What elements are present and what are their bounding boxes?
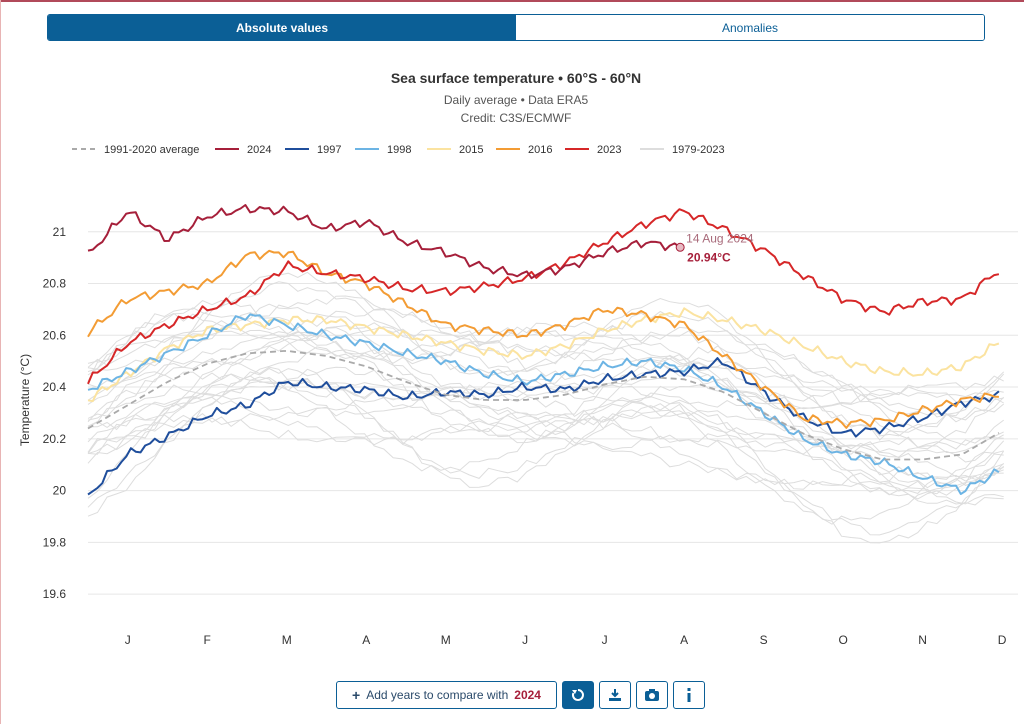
x-tick-label: F <box>204 633 211 647</box>
y-tick-label: 20.4 <box>43 380 67 394</box>
chart-container: Sea surface temperature • 60°S - 60°N Da… <box>0 60 1024 670</box>
x-tick-label: S <box>760 633 768 647</box>
background-year-line <box>87 295 1004 423</box>
background-year-line <box>87 307 1004 446</box>
series-line-1998[interactable] <box>87 313 1000 495</box>
series-line-2015[interactable] <box>87 307 1000 403</box>
x-tick-label: N <box>918 633 927 647</box>
y-axis-label: Temperature (°C) <box>18 354 32 446</box>
chart-legend: 1991-2020 average 2024 1997 1998 2015 2016 202… <box>72 144 725 156</box>
info-button[interactable] <box>673 681 705 709</box>
tooltip-value: 20.94°C <box>687 250 731 264</box>
chart-credit: Credit: C3S/ECMWF <box>461 111 572 125</box>
background-year-line <box>87 371 1004 463</box>
background-year-line <box>87 327 1005 500</box>
y-tick-label: 19.8 <box>43 535 67 549</box>
chart-svg: Sea surface temperature • 60°S - 60°N Da… <box>18 70 1018 647</box>
background-year-line <box>87 395 1004 490</box>
x-tick-label: J <box>602 633 608 647</box>
legend-label[interactable]: 2016 <box>528 144 552 156</box>
y-tick-label: 20.2 <box>43 432 67 446</box>
series-line-2023[interactable] <box>87 208 1000 385</box>
add-years-year: 2024 <box>514 688 541 702</box>
plus-icon: + <box>352 687 361 703</box>
top-border <box>0 0 1024 2</box>
info-icon <box>687 688 691 702</box>
background-year-line <box>87 326 1005 421</box>
x-tick-label: A <box>362 633 370 647</box>
y-tick-label: 21 <box>53 225 67 239</box>
legend-label[interactable]: 2023 <box>597 144 621 156</box>
tooltip-date: 14 Aug 2024 <box>686 231 754 245</box>
x-tick-label: M <box>441 633 451 647</box>
background-year-line <box>87 367 1005 544</box>
background-year-line <box>87 322 1004 454</box>
background-year-line <box>87 299 1004 410</box>
camera-icon <box>645 689 659 701</box>
x-tick-label: O <box>838 633 847 647</box>
legend-label[interactable]: 1997 <box>317 144 341 156</box>
download-button[interactable] <box>599 681 631 709</box>
tab-anomalies[interactable]: Anomalies <box>516 15 984 40</box>
background-year-line <box>87 412 1004 505</box>
x-tick-label: M <box>282 633 292 647</box>
chart-subtitle: Daily average • Data ERA5 <box>444 93 589 107</box>
left-border <box>0 0 1 724</box>
background-year-line <box>87 337 1004 496</box>
x-tick-label: D <box>998 633 1007 647</box>
tooltip-dot <box>675 242 685 252</box>
add-years-label: Add years to compare with <box>366 688 509 702</box>
view-tabs: Absolute values Anomalies <box>47 14 985 41</box>
background-year-line <box>87 271 1005 441</box>
x-tick-label: A <box>680 633 688 647</box>
background-year-line <box>87 349 1005 489</box>
series-line-1991-2020-average[interactable] <box>87 350 1000 461</box>
download-icon <box>609 689 621 701</box>
y-tick-label: 20.8 <box>43 277 67 291</box>
tab-absolute-values[interactable]: Absolute values <box>48 15 516 40</box>
background-year-line <box>87 376 1004 536</box>
reset-icon <box>571 689 584 701</box>
legend-label[interactable]: 2015 <box>459 144 483 156</box>
background-year-line <box>87 384 1004 480</box>
chart-title: Sea surface temperature • 60°S - 60°N <box>391 70 641 86</box>
reset-button[interactable] <box>562 681 594 709</box>
legend-label[interactable]: 1991-2020 average <box>104 144 199 156</box>
legend-label[interactable]: 1979-2023 <box>672 144 725 156</box>
y-axis-ticks: 19.6 19.8 20 20.2 20.4 20.6 20.8 21 <box>43 225 67 601</box>
y-tick-label: 20.6 <box>43 328 67 342</box>
legend-label[interactable]: 1998 <box>387 144 411 156</box>
background-year-line <box>87 378 1004 486</box>
x-tick-label: J <box>125 633 131 647</box>
screenshot-button[interactable] <box>636 681 668 709</box>
series-line-1997[interactable] <box>87 357 1000 496</box>
hover-tooltip: 14 Aug 2024 20.94°C <box>675 231 754 264</box>
series-line-2016[interactable] <box>87 249 999 429</box>
legend-label[interactable]: 2024 <box>247 144 271 156</box>
series-line-2024[interactable] <box>87 204 680 280</box>
x-tick-label: J <box>522 633 528 647</box>
add-years-button[interactable]: + Add years to compare with 2024 <box>336 681 557 709</box>
series-lines <box>87 204 1000 496</box>
y-tick-label: 20 <box>53 484 67 498</box>
y-tick-label: 19.6 <box>43 587 67 601</box>
chart-toolbar: + Add years to compare with 2024 <box>336 681 705 709</box>
background-years <box>87 271 1005 544</box>
